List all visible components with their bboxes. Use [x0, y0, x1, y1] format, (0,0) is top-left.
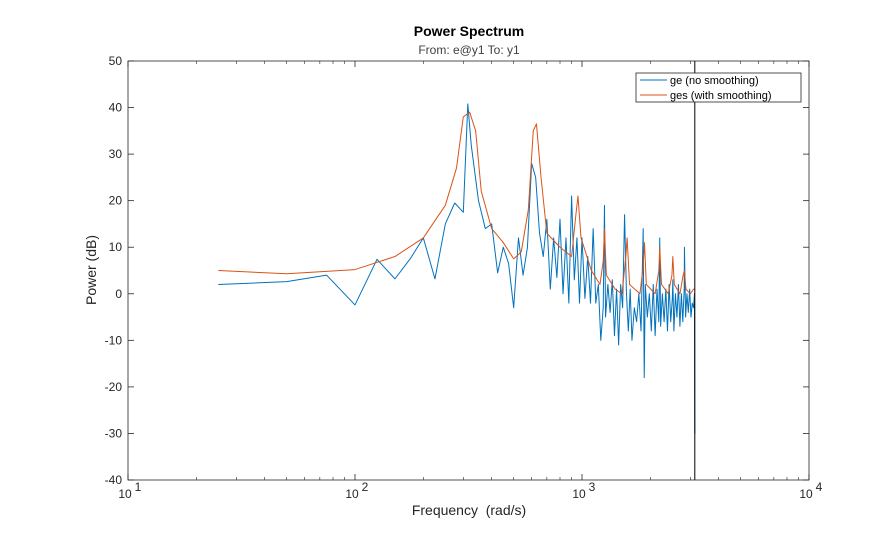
legend-label-ge: ge (no smoothing)	[670, 75, 759, 87]
y-tick-label: 40	[109, 101, 123, 115]
y-tick-label: 10	[109, 240, 123, 254]
plot-area	[128, 61, 809, 480]
y-tick-label: -40	[105, 473, 123, 487]
x-tick-label: 10	[799, 487, 813, 501]
x-axis-label: Frequency (rad/s)	[412, 502, 526, 518]
x-tick-label: 10	[572, 487, 586, 501]
y-tick-label: 30	[109, 147, 123, 161]
series-layer	[218, 103, 696, 434]
y-tick-label: 20	[109, 194, 123, 208]
y-tick-label: 0	[115, 287, 122, 301]
y-tick-label: -20	[105, 380, 123, 394]
plot-frame	[127, 60, 810, 481]
y-tick-label: -30	[105, 426, 123, 440]
x-tick-label-exponent: 1	[135, 480, 142, 494]
x-tick-label: 10	[345, 487, 359, 501]
y-tick-label: -10	[105, 333, 123, 347]
legend-box	[635, 72, 802, 103]
x-tick-label-exponent: 4	[816, 480, 823, 494]
legend-label-ges: ges (with smoothing)	[670, 90, 772, 102]
y-axis-label: Power (dB)	[83, 235, 99, 305]
legend: ge (no smoothing) ges (with smoothing)	[635, 72, 802, 103]
series-ge-line	[218, 103, 696, 434]
x-tick-label-exponent: 2	[362, 480, 369, 494]
series-ges-line	[218, 111, 695, 295]
chart-subtitle: From: e@y1 To: y1	[418, 43, 520, 57]
x-tick-label-exponent: 3	[589, 480, 596, 494]
chart-title: Power Spectrum	[414, 23, 524, 39]
x-tick-label: 10	[118, 487, 132, 501]
y-tick-label: 50	[109, 54, 123, 68]
